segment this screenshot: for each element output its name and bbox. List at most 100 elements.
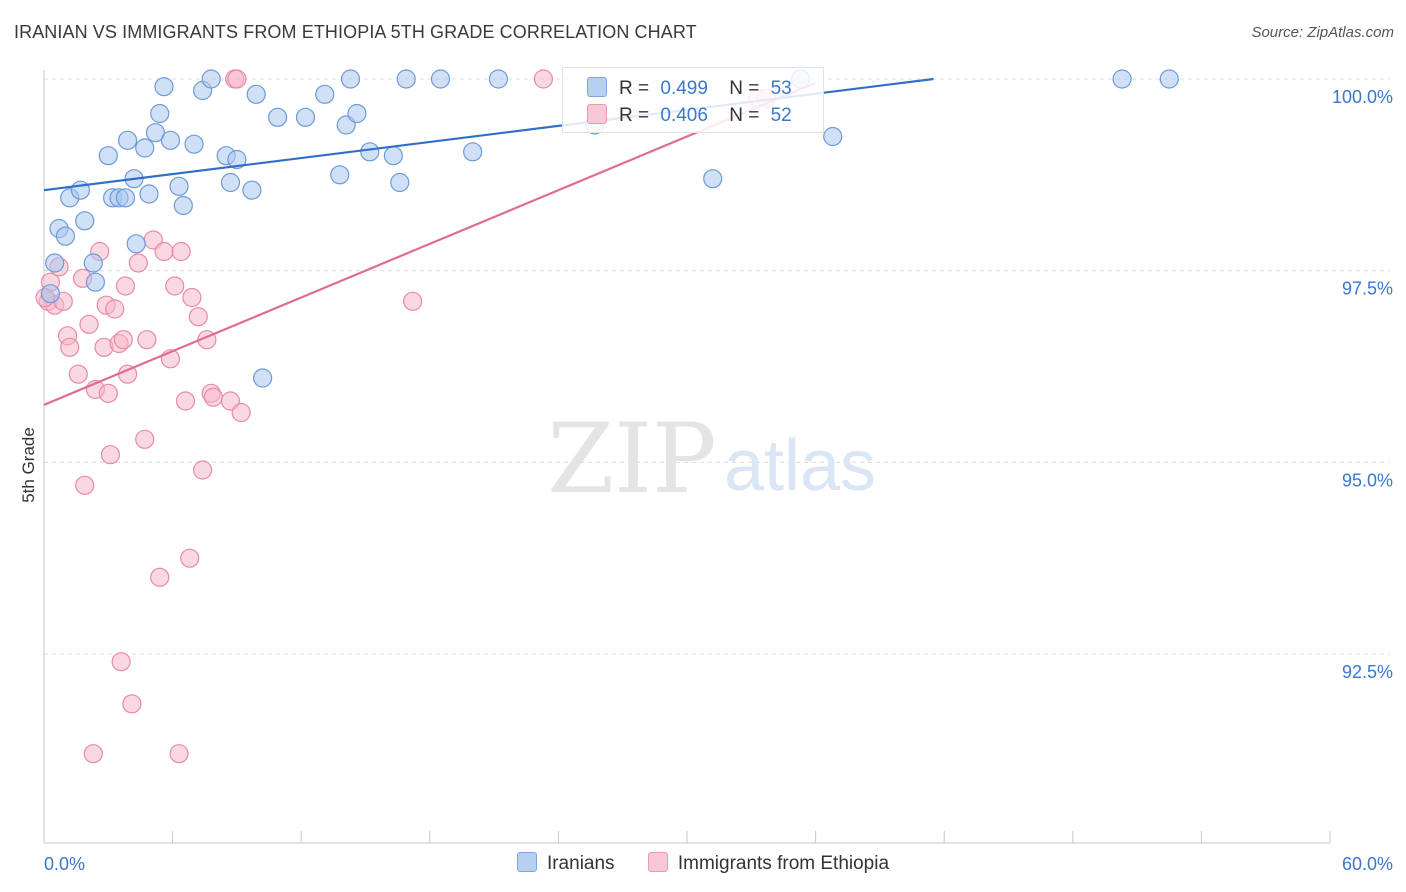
legend-item-ethiopia: Immigrants from Ethiopia xyxy=(647,852,890,875)
ethiopia-point xyxy=(227,69,247,89)
ethiopia-point xyxy=(60,337,80,357)
y-axis-label: 5th Grade xyxy=(19,427,38,503)
iranians-point xyxy=(383,146,403,166)
iranians-point xyxy=(145,123,166,143)
tick-labels: 92.5% 95.0% 97.5% 100.0% 0.0% 60.0% xyxy=(44,87,1393,874)
iranians-point xyxy=(242,180,262,200)
iranians-point xyxy=(823,126,843,147)
legend-n-value: 53 xyxy=(770,78,792,99)
ethiopia-point xyxy=(193,460,213,480)
iranians-point xyxy=(227,149,247,170)
ethiopia-point xyxy=(113,330,133,350)
iranians-point xyxy=(139,184,159,204)
legend-r-label: R = xyxy=(619,78,650,99)
iranians-point xyxy=(126,234,146,254)
ethiopia-point xyxy=(203,387,223,407)
watermark-zip: ZIP xyxy=(547,403,716,515)
iranians-point xyxy=(115,188,136,208)
iranians-point xyxy=(184,134,204,154)
iranians-point xyxy=(390,172,410,193)
ethiopia-point xyxy=(79,314,99,334)
iranians-point xyxy=(295,107,316,127)
legend-r-value: 0.499 xyxy=(660,78,708,99)
y-tick-label: 92.5% xyxy=(1342,662,1393,682)
legend-n-label: N = xyxy=(729,78,760,99)
ethiopia-point xyxy=(68,364,88,384)
y-tick-label: 97.5% xyxy=(1342,279,1393,299)
iranians-point xyxy=(253,368,273,388)
y-tick-label: 95.0% xyxy=(1342,470,1393,490)
iranians-point xyxy=(75,211,95,231)
iranians-point xyxy=(45,253,65,273)
ethiopia-point xyxy=(137,330,157,350)
iranians-point xyxy=(83,253,103,273)
axes xyxy=(43,70,1331,844)
watermark-atlas: atlas xyxy=(724,426,876,506)
iranians-point xyxy=(169,176,189,196)
iranians-point xyxy=(347,103,367,124)
iranians-point xyxy=(1159,69,1179,89)
iranians-point xyxy=(154,77,174,97)
y-tick-label: 100.0% xyxy=(1332,87,1393,107)
legend-row-iranians: R = 0.499 N = 53 xyxy=(587,77,792,100)
iranians-point xyxy=(396,69,416,89)
iranians-point xyxy=(488,69,508,89)
iranians-point xyxy=(360,142,380,162)
iranians-point xyxy=(98,146,118,166)
legend-label-ethiopia: Immigrants from Ethiopia xyxy=(677,853,890,874)
iranians-point xyxy=(430,69,451,89)
ethiopia-point xyxy=(188,307,208,327)
ethiopia-point xyxy=(128,253,148,273)
ethiopia-trend-line xyxy=(43,81,817,406)
iranians-point xyxy=(340,69,361,89)
ethiopia-point xyxy=(403,291,423,311)
ethiopia-point xyxy=(135,429,155,449)
ethiopia-point xyxy=(150,567,170,587)
ethiopia-point xyxy=(100,445,121,465)
chart-title: IRANIAN VS IMMIGRANTS FROM ETHIOPIA 5TH … xyxy=(14,22,697,42)
correlation-legend: R = 0.499 N = 53 R = 0.406 N = 52 xyxy=(562,67,824,133)
legend-n-value: 52 xyxy=(770,105,792,126)
legend-swatch-pink xyxy=(647,852,668,872)
iranians-point xyxy=(40,284,61,304)
source-label: Source: ZipAtlas.com xyxy=(1251,24,1394,41)
ethiopia-point xyxy=(165,276,185,296)
series-legend: Iranians Immigrants from Ethiopia xyxy=(0,852,1406,875)
iranians-point xyxy=(315,84,335,104)
legend-swatch-pink xyxy=(587,104,607,124)
legend-r-value: 0.406 xyxy=(660,105,708,126)
x-tick-label: 60.0% xyxy=(1342,854,1393,874)
ethiopia-point xyxy=(75,475,95,495)
iranians-point xyxy=(150,103,170,124)
iranians-point xyxy=(85,272,106,292)
iranians-point xyxy=(330,165,350,185)
legend-r-label: R = xyxy=(619,105,650,126)
ethiopia-point xyxy=(180,548,200,568)
iranians-point xyxy=(1112,69,1132,89)
ethiopia-point xyxy=(182,287,202,308)
iranians-point xyxy=(55,226,76,246)
legend-label-iranians: Iranians xyxy=(546,853,615,874)
iranians-point xyxy=(703,169,723,189)
iranians-point xyxy=(160,130,181,150)
legend-swatch-blue xyxy=(587,77,607,97)
ethiopia-point xyxy=(231,402,251,423)
iranians-point xyxy=(268,107,288,127)
iranians-point xyxy=(201,69,221,89)
legend-item-iranians: Iranians xyxy=(516,852,615,875)
ethiopia-point xyxy=(171,241,191,262)
ethiopia-point xyxy=(122,694,142,714)
watermark: ZIP atlas xyxy=(547,403,876,515)
ethiopia-point xyxy=(105,299,125,319)
series-iranians-points xyxy=(40,69,1179,388)
ethiopia-point xyxy=(98,383,118,403)
legend-row-ethiopia: R = 0.406 N = 52 xyxy=(587,104,792,127)
iranians-point xyxy=(220,172,241,193)
ethiopia-point xyxy=(533,69,553,89)
ethiopia-point xyxy=(175,391,196,411)
iranians-point xyxy=(135,138,155,158)
iranians-point xyxy=(246,84,266,104)
ethiopia-point xyxy=(111,652,131,672)
ethiopia-point xyxy=(169,744,189,764)
